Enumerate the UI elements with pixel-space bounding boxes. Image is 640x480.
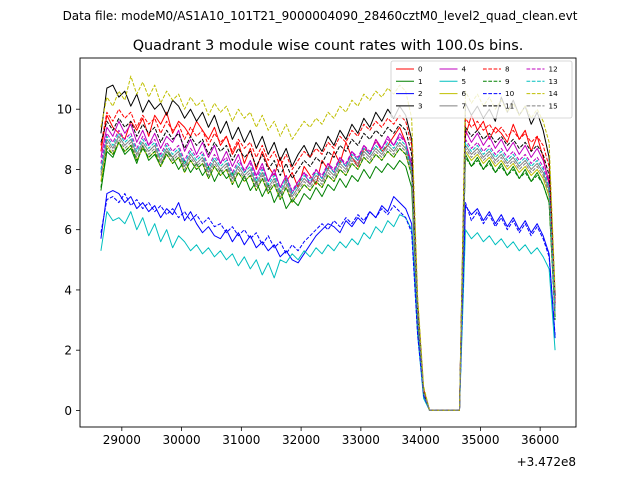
series-line-2: [100, 190, 556, 411]
series-line-8: [100, 108, 556, 411]
legend-label-7: 7: [462, 102, 467, 111]
figure-suptitle: Data file: modeM0/AS1A10_101T21_90000040…: [63, 9, 578, 23]
series-line-7: [100, 135, 556, 411]
series-line-9: [100, 141, 556, 411]
plot-area-frame: [79, 57, 577, 428]
legend-label-9: 9: [505, 77, 510, 86]
y-tick-label: 0: [64, 404, 72, 418]
legend-label-12: 12: [549, 65, 558, 74]
series-layer: [100, 75, 556, 411]
legend-label-6: 6: [462, 89, 467, 98]
legend-label-8: 8: [505, 65, 510, 74]
y-tick-label: 8: [64, 163, 72, 177]
legend-label-15: 15: [549, 102, 558, 111]
series-line-10: [100, 193, 556, 411]
series-line-14: [100, 75, 556, 411]
x-tick-label: 33000: [342, 433, 380, 447]
legend-label-10: 10: [505, 89, 515, 98]
series-line-5: [100, 211, 556, 411]
x-tick-label: 32000: [282, 433, 320, 447]
y-tick-label: 10: [57, 103, 72, 117]
legend-label-11: 11: [505, 102, 514, 111]
x-tick-label: 35000: [461, 433, 499, 447]
chart-title: Quadrant 3 module wise count rates with …: [133, 38, 524, 54]
legend-label-5: 5: [462, 77, 467, 86]
x-tick-label: 36000: [521, 433, 559, 447]
y-axis: 0 2 4 6 8 10: [57, 103, 80, 418]
y-tick-label: 6: [64, 223, 72, 237]
y-tick-label: 2: [64, 344, 72, 358]
legend-label-3: 3: [418, 102, 423, 111]
x-tick-label: 31000: [222, 433, 260, 447]
series-line-15: [100, 138, 556, 411]
series-line-12: [100, 129, 556, 411]
legend-label-14: 14: [549, 89, 559, 98]
x-tick-label: 29000: [103, 433, 141, 447]
series-line-1: [100, 141, 556, 411]
legend-label-1: 1: [418, 77, 423, 86]
x-tick-label: 34000: [402, 433, 440, 447]
legend-label-2: 2: [418, 89, 423, 98]
legend-label-13: 13: [549, 77, 558, 86]
y-tick-label: 4: [64, 283, 72, 297]
x-tick-label: 30000: [162, 433, 200, 447]
x-axis: 29000 30000 31000 32000 33000 34000 35000 36000: [103, 427, 559, 447]
x-offset-label: +3.472e8: [517, 455, 576, 469]
legend-label-4: 4: [462, 65, 467, 74]
legend-box: [390, 60, 573, 119]
series-line-13: [100, 132, 556, 411]
legend-label-0: 0: [418, 65, 423, 74]
series-line-11: [100, 117, 556, 411]
